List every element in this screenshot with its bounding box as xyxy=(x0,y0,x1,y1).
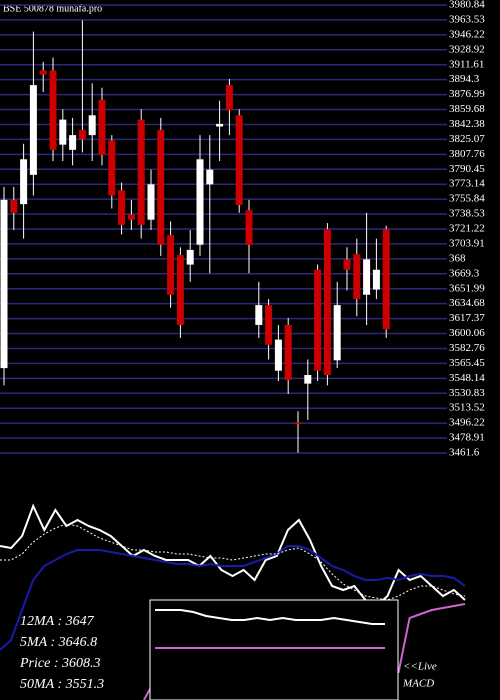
y-tick-label: 3946.22 xyxy=(449,28,485,40)
candle-body xyxy=(245,210,253,245)
y-tick-label: 3928.92 xyxy=(449,43,485,55)
macd-line xyxy=(155,609,385,625)
y-tick-label: 3738.53 xyxy=(449,208,485,220)
macd-label: <<Live xyxy=(403,661,437,673)
y-tick-label: 3548.14 xyxy=(449,372,485,384)
y-tick-label: 3911.61 xyxy=(449,58,484,70)
y-tick-label: 3859.68 xyxy=(449,103,485,115)
candle-body xyxy=(265,305,273,345)
candle-body xyxy=(20,159,28,205)
y-tick-label: 3530.83 xyxy=(449,387,485,399)
candle-body xyxy=(127,214,135,220)
y-tick-label: 3703.91 xyxy=(449,237,485,249)
y-tick-label: 3894.3 xyxy=(449,73,480,85)
indicator-label: Price : 3608.3 xyxy=(19,656,100,671)
candle-body xyxy=(333,305,341,361)
candle-body xyxy=(88,115,96,136)
indicator-line xyxy=(0,523,466,601)
y-tick-label: 3807.76 xyxy=(449,148,485,160)
y-tick-label: 3582.76 xyxy=(449,342,485,354)
y-tick-label: 3773.14 xyxy=(449,178,485,190)
candle-body xyxy=(186,249,194,265)
indicator-line xyxy=(0,503,466,608)
macd-frame xyxy=(149,599,399,700)
candle-body xyxy=(294,422,302,425)
candle-body xyxy=(10,199,18,213)
candle-body xyxy=(78,129,86,140)
candle-body xyxy=(69,135,77,150)
candle-body xyxy=(147,184,155,220)
candle-body xyxy=(372,269,380,290)
candle-body xyxy=(49,70,57,150)
candle-body xyxy=(382,229,390,330)
candle-body xyxy=(59,119,67,145)
y-tick-label: 3513.52 xyxy=(449,402,485,414)
candle-body xyxy=(284,324,292,381)
y-tick-label: 3790.45 xyxy=(449,163,485,175)
candle-body xyxy=(196,159,204,245)
candle-body xyxy=(118,190,126,225)
y-tick-label: 3565.45 xyxy=(449,357,485,369)
y-tick-label: 368 xyxy=(449,252,466,264)
indicator-label: 50MA : 3551.3 xyxy=(20,677,104,692)
candle-body xyxy=(323,229,331,376)
indicator-label: 5MA : 3646.8 xyxy=(20,635,97,650)
candle-body xyxy=(108,140,116,196)
y-tick-label: 3496.22 xyxy=(449,417,485,429)
macd-box xyxy=(149,599,399,700)
y-tick-label: 3721.22 xyxy=(449,223,485,235)
y-tick-label: 3755.84 xyxy=(449,193,485,205)
candle-body xyxy=(216,123,224,127)
y-tick-label: 3461.6 xyxy=(449,447,480,459)
y-tick-label: 3876.99 xyxy=(449,88,485,100)
candle-body xyxy=(176,255,184,325)
candle-body xyxy=(225,85,233,111)
y-tick-label: 3478.91 xyxy=(449,432,485,444)
y-tick-label: 3634.68 xyxy=(449,297,485,309)
candle-body xyxy=(0,199,8,369)
macd-title: MACD xyxy=(402,678,434,690)
y-tick-label: 3825.07 xyxy=(449,133,485,145)
y-tick-label: 3842.38 xyxy=(449,118,485,130)
candle-body xyxy=(39,70,47,75)
candle-body xyxy=(157,129,165,245)
chart-title: BSE 500878 munafa.pro xyxy=(3,3,102,14)
y-tick-label: 3651.99 xyxy=(449,282,485,294)
candle-body xyxy=(255,305,263,325)
candle-body xyxy=(363,259,371,295)
y-tick-label: 3600.06 xyxy=(449,327,485,339)
y-tick-label: 3980.84 xyxy=(449,0,485,11)
candle-body xyxy=(167,235,175,295)
y-tick-label: 3669.3 xyxy=(449,267,480,279)
indicator-label: 12MA : 3647 xyxy=(20,614,95,629)
candle-body xyxy=(274,339,282,371)
y-tick-label: 3617.37 xyxy=(449,312,485,324)
candle-body xyxy=(98,99,106,155)
candle-body xyxy=(137,119,145,225)
candle-body xyxy=(206,169,214,185)
candle-body xyxy=(314,269,322,371)
candle-body xyxy=(353,254,361,300)
candle-body xyxy=(235,115,243,206)
candle-body xyxy=(29,85,37,175)
candle-body xyxy=(304,375,312,384)
indicator-line xyxy=(0,545,466,651)
y-tick-label: 3963.53 xyxy=(449,13,485,25)
candle-body xyxy=(343,259,351,270)
